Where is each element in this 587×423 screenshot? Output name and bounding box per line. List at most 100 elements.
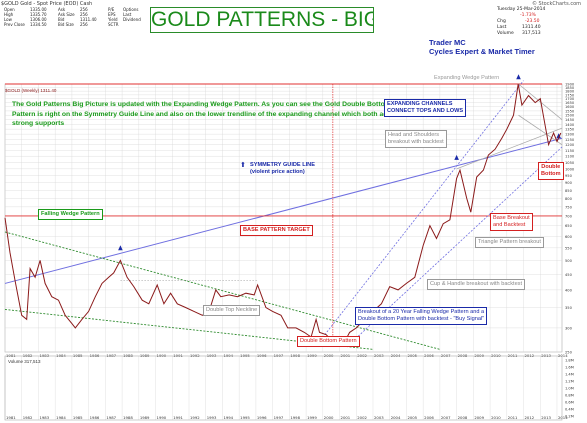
x-tick-label-vol: 1991	[173, 415, 183, 420]
ticker-logo: $GOLD Gold - Spot Price (EOD) Cash	[1, 1, 93, 7]
x-tick-label-vol: 1993	[207, 415, 217, 420]
arrow-up-icon: ⬆	[240, 162, 246, 169]
ticker-subtitle: Gold - Spot Price (EOD) Cash	[20, 1, 93, 7]
stat-value: 1335.70	[30, 12, 47, 17]
ann-line: CONNECT TOPS AND LOWS	[387, 108, 464, 114]
y-tick-label: 350	[565, 306, 573, 310]
stat-label: EPS	[108, 12, 116, 17]
stat-value: 1334.50	[30, 22, 47, 27]
x-tick-label-vol: 2000	[324, 415, 334, 420]
y-tick-label: 300	[565, 326, 573, 330]
ann-double-bottom: Double Bottom	[538, 162, 564, 180]
quote-volume: 317,513	[522, 31, 541, 36]
x-tick-label: 2003	[374, 353, 384, 358]
x-tick-label-vol: 2001	[341, 415, 351, 420]
x-tick-label-vol: 1995	[240, 415, 250, 420]
volume-tick-label: 0.2M	[565, 415, 574, 419]
y-tick-label: 900	[565, 181, 573, 185]
falling-wedge-upper	[4, 231, 441, 350]
stat-label: P/E	[108, 7, 115, 12]
ann-line: Head and Shoulders	[388, 132, 440, 138]
ann-line: breakout with backtest	[388, 139, 444, 145]
y-tick-label: 1250	[565, 138, 575, 142]
price-layer	[4, 83, 562, 345]
x-tick-label-vol: 2012	[525, 415, 535, 420]
x-tick-label-vol: 1998	[290, 415, 300, 420]
x-tick-label-vol: 1985	[73, 415, 83, 420]
quote-label-chg: Chg	[497, 19, 506, 24]
x-tick-label: 1993	[207, 353, 217, 358]
price-legend: $GOLD (Weekly) 1311.40	[5, 88, 57, 93]
y-tick-label: 1300	[565, 133, 575, 137]
stats-col6: Options Last Dividend	[123, 7, 141, 22]
x-tick-label-vol: 1992	[190, 415, 200, 420]
x-tick-label: 2013	[541, 353, 551, 358]
x-tick-label-vol: 1986	[90, 415, 100, 420]
ann-symmetry: SYMMETRY GUIDE LINE (violent price actio…	[250, 162, 315, 176]
ann-line: Double	[541, 164, 561, 170]
trader-name: Trader MC	[429, 38, 466, 47]
x-tick-label-vol: 1990	[157, 415, 167, 420]
y-tick-label: 700	[565, 214, 573, 218]
x-tick-label: 2001	[341, 353, 351, 358]
x-tick-label: 2006	[424, 353, 434, 358]
grid-layer	[4, 83, 563, 420]
x-tick-label-vol: 1987	[106, 415, 116, 420]
x-tick-label-vol: 2002	[357, 415, 367, 420]
ann-line: Bottom	[541, 171, 561, 177]
ann-double-bottom-pattern: Double Bottom Pattern	[297, 336, 360, 347]
ann-base-target: BASE PATTERN TARGET	[240, 225, 313, 236]
y-tick-label: 1400	[565, 123, 575, 127]
x-tick-label: 2014	[558, 353, 568, 358]
x-tick-label-vol: 2014	[558, 415, 568, 420]
volume-layer: 1.8M 1.6M 1.4M 1.2M 1.0M 0.8M 0.6M 0.4M 0.2M	[4, 355, 574, 421]
ann-line: (violent price action)	[250, 169, 305, 175]
stat-value: 1311.40	[80, 17, 97, 22]
x-tick-label: 2005	[407, 353, 417, 358]
x-tick-label-vol: 2007	[441, 415, 451, 420]
y-tick-label: 800	[565, 197, 573, 201]
y-tick-label: 1750	[565, 93, 575, 97]
stat-row: Prev Close	[4, 22, 25, 27]
x-tick-label: 1989	[140, 353, 150, 358]
x-tick-label-vol: 2004	[391, 415, 401, 420]
stat-label: Options	[123, 7, 139, 12]
x-tick-label-vol: 2013	[541, 415, 551, 420]
stat-value: 256	[80, 7, 88, 12]
x-tick-label: 2010	[491, 353, 501, 358]
volume-tick-label: 1.2M	[565, 380, 574, 384]
volume-tick-label: 1.6M	[565, 366, 574, 370]
x-tick-label-vol: 2006	[424, 415, 434, 420]
ann-triangle: Triangle Pattern breakout	[475, 237, 544, 248]
volume-tick-label: 0.6M	[565, 401, 574, 405]
x-tick-label: 2012	[525, 353, 535, 358]
x-tick-label: 1982	[23, 353, 33, 358]
expanding-channel-upper	[315, 80, 524, 347]
x-tick-label: 1981	[6, 353, 16, 358]
x-tick-label: 1985	[73, 353, 83, 358]
ann-cup-handle: Cup & Handle breakout with backtest	[427, 279, 526, 290]
ann-breakout-20yr: Breakout of a 20 Year Falling Wedge Patt…	[355, 307, 488, 325]
volume-legend: Volume 317,513	[8, 359, 41, 364]
y-tick-label: 1700	[565, 97, 575, 101]
x-tick-label-vol: 2009	[474, 415, 484, 420]
volume-tick-label: 1.8M	[565, 359, 574, 363]
stat-label: Ask	[58, 7, 66, 12]
stat-row: Low	[4, 17, 12, 22]
stats-col2: 1335.00 1335.70 1306.00 1334.50	[30, 7, 47, 27]
ann-line: Double Bottom Pattern with backtest - "B…	[358, 316, 485, 322]
y-tick-label: 250	[565, 351, 573, 355]
x-tick-label: 2007	[441, 353, 451, 358]
stat-label: Last	[123, 12, 132, 17]
trader-credit: Trader MC Cycles Expert & Market Timer	[429, 38, 535, 56]
y-tick-label: 1050	[565, 161, 575, 165]
stat-value: 256	[80, 22, 88, 27]
y-tick-label: 1500	[565, 114, 575, 118]
y-tick-label: 550	[565, 246, 573, 250]
x-tick-label-vol: 1996	[257, 415, 267, 420]
y-tick-label: 400	[565, 288, 573, 292]
info-text: The Gold Patterns Big Picture is updated…	[12, 101, 399, 128]
symmetry-guide-line	[4, 137, 563, 284]
x-tick-label: 2002	[357, 353, 367, 358]
stats-col5: P/E EPS Yield SCTR	[108, 7, 119, 27]
